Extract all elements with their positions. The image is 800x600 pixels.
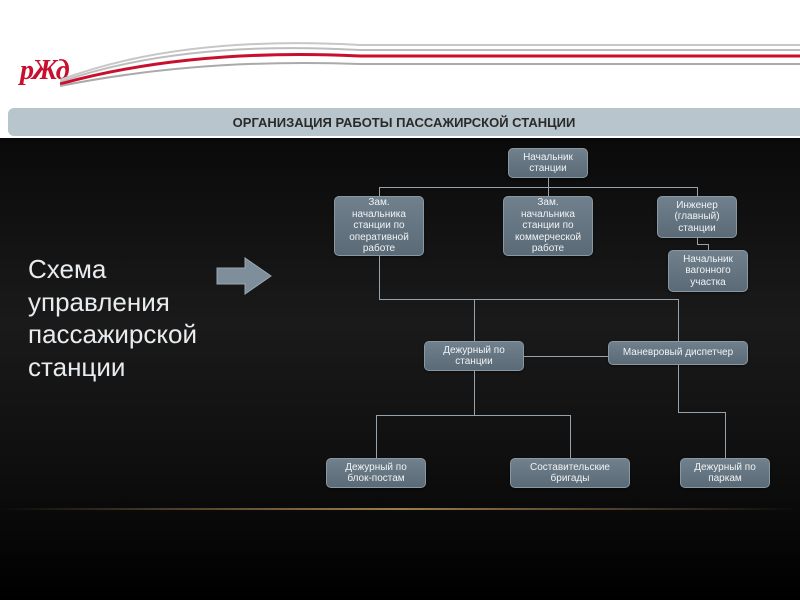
org-edge [708, 244, 709, 250]
org-edge [474, 371, 475, 415]
org-node-n6: Дежурный по станции [424, 341, 524, 371]
org-edge [548, 187, 698, 188]
org-node-n7: Маневровый диспетчер [608, 341, 748, 365]
content-area: Схема управления пассажирской станции На… [0, 138, 800, 600]
org-edge [570, 415, 571, 459]
org-node-n3: Зам. начальника станции по коммерческой … [503, 196, 593, 256]
org-edge [548, 178, 549, 187]
title-bar: ОРГАНИЗАЦИЯ РАБОТЫ ПАССАЖИРСКОЙ СТАНЦИИ [8, 108, 800, 136]
title-text: ОРГАНИЗАЦИЯ РАБОТЫ ПАССАЖИРСКОЙ СТАНЦИИ [233, 115, 576, 130]
org-edge [725, 412, 726, 459]
org-edge [524, 356, 608, 357]
header-swoosh [60, 30, 800, 90]
org-node-n8: Дежурный по блок-постам [326, 458, 426, 488]
org-node-n4: Инженер (главный) станции [657, 196, 737, 238]
org-edge [548, 187, 549, 196]
org-chart: Начальник станции Зам. начальника станции… [0, 138, 800, 600]
org-node-n2: Зам. начальника станции по оперативной р… [334, 196, 424, 256]
org-edge [379, 256, 380, 299]
header: рЖд [0, 0, 800, 100]
org-edge [379, 299, 679, 300]
org-edge [697, 187, 698, 196]
org-edge [678, 412, 726, 413]
org-node-n9: Составительские бригады [510, 458, 630, 488]
org-edge [376, 415, 377, 459]
org-edge [678, 299, 679, 342]
org-edge [379, 187, 549, 188]
org-edge [376, 415, 475, 416]
org-edge [379, 187, 380, 196]
org-edge [474, 299, 475, 342]
org-edge [474, 415, 571, 416]
org-edge [678, 365, 679, 412]
org-node-n10: Дежурный по паркам [680, 458, 770, 488]
org-node-n1: Начальник станции [508, 148, 588, 178]
org-node-n5: Начальник вагонного участка [668, 250, 748, 292]
